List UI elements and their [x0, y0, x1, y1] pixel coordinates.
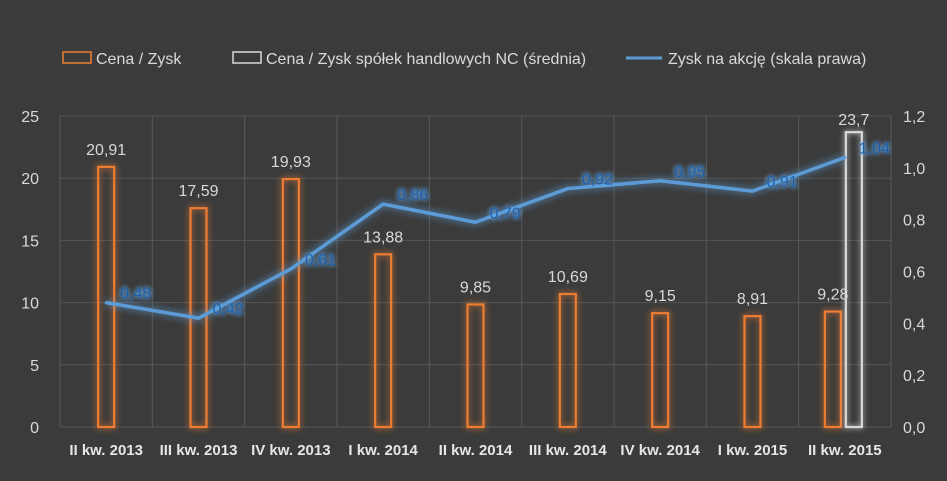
line-value-label: 0,95	[674, 164, 705, 181]
left-axis: 0 5 10 15 20 25	[21, 109, 39, 437]
right-axis: 0,0 0,2 0,4 0,6 0,8 1,0 1,2	[903, 109, 925, 437]
category-label: III kw. 2013	[160, 442, 238, 459]
line-point	[566, 187, 570, 191]
eps-line	[104, 155, 847, 320]
category-label: II kw. 2013	[69, 442, 143, 459]
bar-srednia	[844, 131, 863, 429]
bar-cena-zysk	[466, 303, 485, 429]
legend-swatch-1	[62, 51, 92, 64]
bar-value-label: 9,85	[460, 279, 491, 296]
right-tick-label: 0,2	[903, 368, 925, 385]
left-tick-label: 20	[21, 171, 39, 188]
bar-value-label: 17,59	[178, 183, 218, 200]
line-value-label: 0,91	[767, 174, 798, 191]
bar-cena-zysk	[558, 292, 577, 429]
line-value-label: 0,42	[213, 301, 244, 318]
bar-value-label: 13,88	[363, 229, 403, 246]
left-tick-label: 5	[30, 358, 39, 375]
bar-value-label: 20,91	[86, 142, 126, 159]
bar-value-label: 9,15	[645, 288, 676, 305]
category-label: I kw. 2015	[718, 442, 788, 459]
bar-cena-zysk	[374, 253, 393, 429]
line-point	[104, 301, 108, 305]
gridlines	[59, 115, 892, 428]
bar-value-label: 8,91	[737, 291, 768, 308]
bar-cena-zysk	[651, 312, 670, 429]
bar-cena-zysk	[743, 315, 762, 429]
category-label: II kw. 2015	[808, 442, 882, 459]
left-tick-label: 10	[21, 296, 39, 313]
line-value-label: 0,79	[490, 205, 521, 222]
line-point	[474, 220, 477, 224]
category-label: II kw. 2014	[439, 442, 513, 459]
line-point	[381, 202, 385, 206]
bar-value-label: 9,28	[817, 287, 848, 304]
right-tick-label: 0,8	[903, 213, 925, 230]
right-tick-label: 1,0	[903, 161, 925, 178]
line-value-label: 1,04	[859, 140, 890, 157]
left-tick-label: 25	[21, 109, 39, 126]
bar-cena-zysk	[823, 310, 842, 429]
line-point	[751, 189, 754, 193]
legend-label-2: Cena / Zysk spółek handlowych NC (średni…	[266, 51, 586, 68]
legend: Cena / Zysk Cena / Zysk spółek handlowych…	[62, 51, 866, 68]
category-label: I kw. 2014	[348, 442, 418, 459]
left-tick-label: 15	[21, 233, 39, 250]
line-value-label: 0,48	[120, 286, 151, 303]
category-label: IV kw. 2013	[251, 442, 331, 459]
legend-swatch-2	[232, 51, 262, 64]
bar-cena-zysk	[97, 165, 116, 429]
avg-value-label: 23,7	[838, 112, 869, 129]
line-point	[197, 316, 200, 320]
right-tick-label: 0,0	[903, 420, 925, 437]
category-label: IV kw. 2014	[620, 442, 700, 459]
category-label: III kw. 2014	[529, 442, 607, 459]
line-point	[658, 179, 662, 183]
right-tick-label: 1,2	[903, 109, 925, 126]
left-tick-label: 0	[30, 420, 39, 437]
bars	[97, 131, 863, 429]
line-point	[289, 267, 293, 271]
line-value-label: 0,61	[305, 252, 336, 269]
bar-value-label: 10,69	[548, 269, 588, 286]
right-tick-label: 0,4	[903, 316, 925, 333]
line-point	[843, 155, 847, 159]
legend-label-3: Zysk na akcję (skala prawa)	[668, 51, 866, 68]
data-labels: 20,91 17,59 19,93 13,88 9,85 10,69 9,15 8,91 9,2…	[86, 112, 890, 318]
legend-label-1: Cena / Zysk	[96, 51, 182, 68]
line-value-label: 0,86	[397, 187, 428, 204]
right-tick-label: 0,6	[903, 265, 925, 282]
bar-cena-zysk	[281, 177, 300, 429]
line-value-label: 0,92	[582, 172, 613, 189]
bar-value-label: 19,93	[271, 154, 311, 171]
category-axis: II kw. 2013 III kw. 2013 IV kw. 2013 I kw. …	[69, 442, 881, 459]
